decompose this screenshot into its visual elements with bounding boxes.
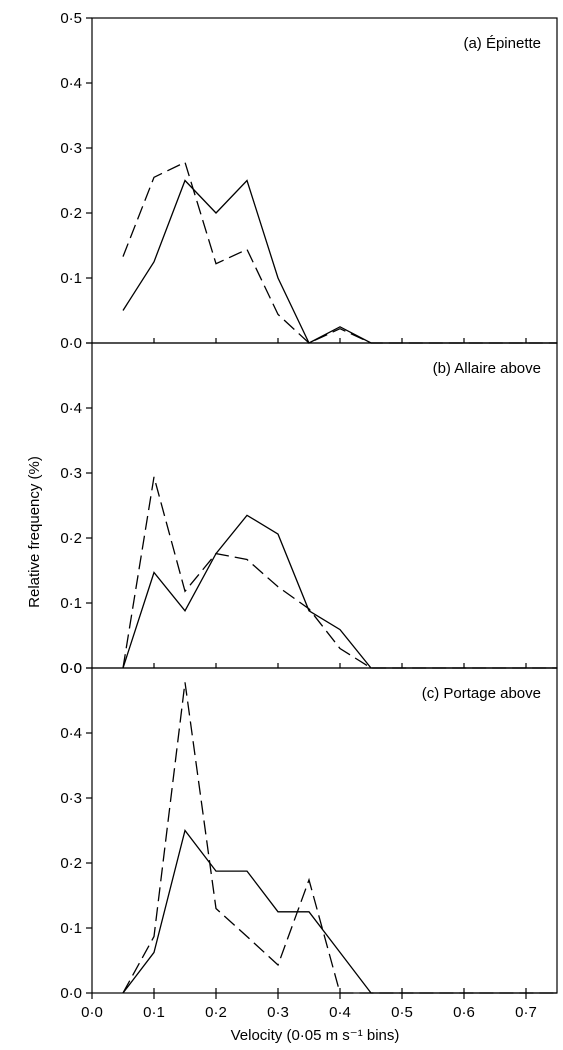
x-tick-label: 0·0 [81, 1004, 103, 1021]
panel-label: (b) Allaire above [433, 360, 541, 377]
y-axis-title: Relative frequency (%) [26, 456, 43, 608]
y-tick-label: 0·1 [60, 920, 82, 937]
solid-series-line [122, 829, 557, 994]
panel-2: 0·0 0·1 0·2 0·3 0·4 0·0 (c) Portage above [60, 660, 558, 1002]
panel-0: 0·0 0·1 0·2 0·3 0·4 0·5 (a) Épinette [60, 10, 558, 352]
dashed-series-line [122, 476, 557, 669]
x-tick-label: 0·3 [267, 1004, 289, 1021]
solid-series-line [122, 514, 557, 669]
panel-label: (c) Portage above [422, 685, 541, 702]
y-tick-label: 0·2 [60, 530, 82, 547]
x-tick-label: 0·2 [205, 1004, 227, 1021]
y-tick-label: 0·1 [60, 270, 82, 287]
x-tick-label: 0·7 [515, 1004, 537, 1021]
y-tick-label: 0·2 [60, 855, 82, 872]
y-tick-label: 0·5 [60, 10, 82, 27]
y-tick-label: 0·3 [60, 465, 82, 482]
panel-frame [91, 17, 558, 344]
y-tick-label: 0·0 [60, 335, 82, 352]
x-tick-label: 0·1 [143, 1004, 165, 1021]
y-tick-label: 0·4 [60, 75, 82, 92]
y-tick-label: 0·2 [60, 205, 82, 222]
solid-series-line [122, 179, 557, 344]
y-tick-label: 0·3 [60, 140, 82, 157]
panel-1: 0·0 0·1 0·2 0·3 0·4 (b) Allaire above [60, 342, 558, 677]
panel-label: (a) Épinette [463, 35, 541, 52]
x-axis: 0·0 0·1 0·2 0·3 0·4 0·5 0·6 0·7 [81, 993, 537, 1021]
panels-group: 0·00·10·20·30·40·5(a) Épinette0·00·10·20… [60, 10, 558, 1002]
dashed-series-line [122, 682, 557, 994]
y-tick-label: 0·0 [60, 660, 82, 677]
x-axis-title: Velocity (0·05 m s⁻¹ bins) [231, 1027, 400, 1044]
y-tick-label: 0·4 [60, 725, 82, 742]
y-tick-label: 0·4 [60, 400, 82, 417]
dashed-series-line [122, 161, 557, 344]
x-tick-label: 0·5 [391, 1004, 413, 1021]
y-tick-label: 0·0 [60, 660, 82, 677]
y-tick-label: 0·3 [60, 790, 82, 807]
panel-frame [91, 667, 558, 994]
x-tick-label: 0·6 [453, 1004, 475, 1021]
y-tick-label: 0·1 [60, 595, 82, 612]
y-tick-label: 0·0 [60, 985, 82, 1002]
x-tick-label: 0·4 [329, 1004, 351, 1021]
